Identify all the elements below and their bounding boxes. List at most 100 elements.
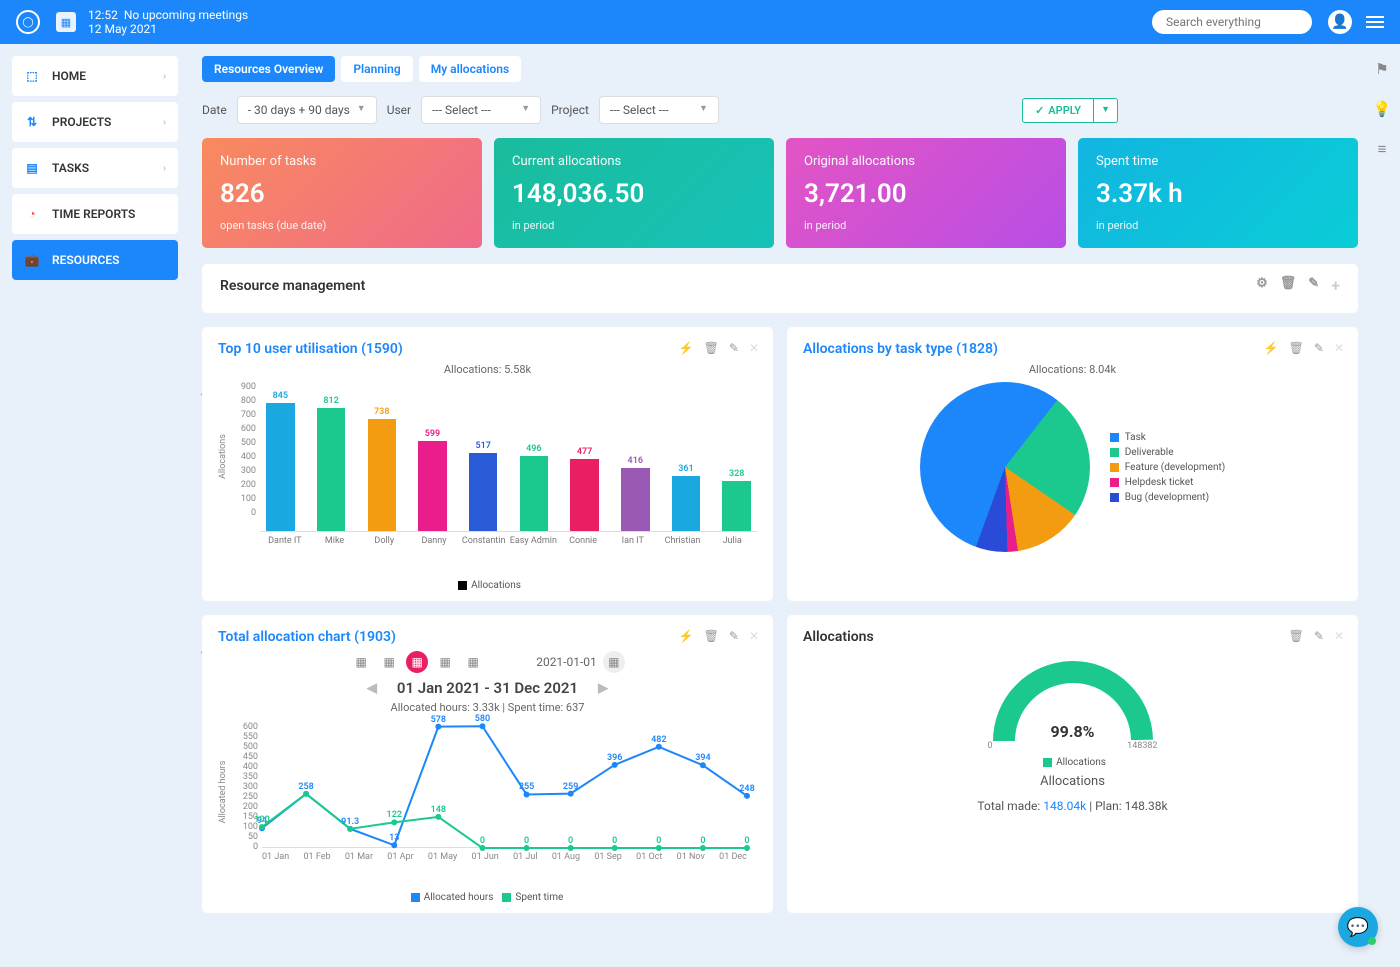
- close-icon[interactable]: ✕: [749, 629, 759, 643]
- user-filter-select[interactable]: --- Select ---▼: [421, 96, 541, 124]
- panel-title: Resource management: [220, 278, 365, 294]
- delete-icon[interactable]: 🗑: [1289, 629, 1304, 643]
- topbar: ◯ ▦ 12:52 No upcoming meetings 12 May 20…: [0, 0, 1400, 44]
- delete-icon[interactable]: 🗑: [1280, 276, 1297, 295]
- edit-icon[interactable]: ✎: [729, 341, 739, 355]
- tab-planning[interactable]: Planning: [341, 56, 412, 82]
- pie-chart-title: Allocations by task type (1828): [803, 341, 1342, 357]
- line-summary: Allocated hours: 3.33k | Spent time: 637: [218, 701, 757, 714]
- pie-legend: Task Deliverable Feature (development) Help…: [1110, 428, 1226, 507]
- project-filter-label: Project: [551, 103, 589, 117]
- kpi-row: Number of tasks826open tasks (due date)C…: [202, 138, 1358, 248]
- date-text: 12 May 2021: [88, 22, 248, 36]
- edit-icon[interactable]: ✎: [1314, 629, 1324, 643]
- add-icon[interactable]: +: [1331, 276, 1340, 295]
- date-value: 2021-01-01: [536, 655, 597, 669]
- pie-legend-item: Deliverable: [1110, 447, 1226, 458]
- date-filter-select[interactable]: - 30 days + 90 days▼: [237, 96, 377, 124]
- bars-area: 845812738599517496477416361328: [260, 382, 757, 532]
- project-filter-select[interactable]: --- Select ---▼: [599, 96, 719, 124]
- search-input[interactable]: [1152, 10, 1312, 34]
- bar-dante-it: 845: [260, 391, 301, 531]
- sidebar-item-time-reports[interactable]: ◔TIME REPORTS: [12, 194, 178, 234]
- date-filter-label: Date: [202, 103, 227, 117]
- apply-button[interactable]: ✓APPLY: [1022, 98, 1094, 123]
- close-icon[interactable]: ✕: [1334, 341, 1344, 355]
- delete-icon[interactable]: 🗑: [704, 629, 719, 643]
- bar-danny: 599: [412, 429, 453, 532]
- bolt-icon[interactable]: ⚡: [1264, 341, 1279, 355]
- bar-ian-it: 416: [615, 456, 656, 531]
- filters-row: Date - 30 days + 90 days▼ User --- Selec…: [202, 96, 1358, 124]
- date-zoom-2[interactable]: ▦: [378, 651, 400, 673]
- apply-dropdown[interactable]: ▼: [1094, 98, 1118, 123]
- next-range-icon[interactable]: ▶: [598, 681, 608, 696]
- edit-icon[interactable]: ✎: [729, 629, 739, 643]
- gauge-chart: 99.8%: [993, 661, 1153, 741]
- gauge-subtitle: Allocations: [1040, 774, 1105, 789]
- delete-icon[interactable]: 🗑: [1289, 341, 1304, 355]
- line-chart-card: Total allocation chart (1903) ⚡ 🗑 ✎ ✕ ▦ …: [202, 615, 773, 913]
- pie-legend-item: Task: [1110, 432, 1226, 443]
- edit-icon[interactable]: ✎: [1314, 341, 1324, 355]
- user-avatar[interactable]: 👤: [1328, 10, 1352, 34]
- sidebar-item-tasks[interactable]: ▤TASKS›: [12, 148, 178, 188]
- flag-icon[interactable]: ⚑: [1375, 60, 1388, 78]
- line-chart: Allocated hours 600550500450400350300250…: [218, 722, 757, 862]
- gauge-footer: Total made: 148.04k | Plan: 148.38k: [977, 799, 1167, 813]
- pie-legend-item: Bug (development): [1110, 492, 1226, 503]
- chevron-right-icon: ›: [163, 163, 166, 174]
- bar-mike: 812: [311, 396, 352, 531]
- content-area: Resources OverviewPlanning My allocations…: [186, 44, 1400, 967]
- edit-icon[interactable]: ✎: [1308, 276, 1319, 295]
- line-chart-title: Total allocation chart (1903): [218, 629, 757, 645]
- pie-legend-item: Helpdesk ticket: [1110, 477, 1226, 488]
- bar-easy-admin: 496: [514, 444, 555, 531]
- sidebar-item-resources[interactable]: 💼RESOURCES: [12, 240, 178, 280]
- right-rail: ⚑ 💡 ≡: [1364, 44, 1400, 158]
- bar-chart-subtitle: Allocations: 5.58k: [218, 363, 757, 376]
- date-zoom-1[interactable]: ▦: [350, 651, 372, 673]
- home-icon: ⬚: [24, 68, 40, 84]
- tabs: Resources OverviewPlanning My allocations: [202, 56, 1358, 82]
- projects-icon: ⇅: [24, 114, 40, 130]
- hamburger-menu-icon[interactable]: [1366, 13, 1384, 31]
- gear-icon[interactable]: ⚙: [1256, 276, 1268, 295]
- date-picker-icon[interactable]: ▦: [603, 651, 625, 673]
- chevron-right-icon: ›: [163, 117, 166, 128]
- date-zoom-4[interactable]: ▦: [434, 651, 456, 673]
- app-logo-icon[interactable]: ◯: [16, 10, 40, 34]
- resource-management-panel: Resource management ⚙ 🗑 ✎ +: [202, 264, 1358, 313]
- gauge-title: Allocations: [803, 629, 1342, 645]
- timer-icon: ◔: [24, 206, 40, 222]
- bar-julia: 328: [716, 469, 757, 531]
- briefcase-icon: 💼: [24, 252, 40, 268]
- line-legend: Allocated hours Spent time: [218, 892, 757, 903]
- gauge-card: Allocations 🗑 ✎ ✕ 99.8% 0148382 Allocati…: [787, 615, 1358, 913]
- chat-bubble-icon[interactable]: 💬: [1338, 907, 1378, 947]
- close-icon[interactable]: ✕: [749, 341, 759, 355]
- datetime-block: 12:52 No upcoming meetings 12 May 2021: [88, 8, 248, 37]
- sidebar-item-projects[interactable]: ⇅PROJECTS›: [12, 102, 178, 142]
- pie-chart: [920, 382, 1090, 552]
- bar-christian: 361: [666, 464, 707, 531]
- date-zoom-5[interactable]: ▦: [462, 651, 484, 673]
- close-icon[interactable]: ✕: [1334, 629, 1344, 643]
- pie-chart-subtitle: Allocations: 8.04k: [803, 363, 1342, 376]
- delete-icon[interactable]: 🗑: [704, 341, 719, 355]
- tab-resources-overview[interactable]: Resources Overview: [202, 56, 335, 82]
- pie-legend-item: Feature (development): [1110, 462, 1226, 473]
- calendar-icon[interactable]: ▦: [56, 12, 76, 32]
- bar-dolly: 738: [361, 407, 402, 531]
- sliders-icon[interactable]: ≡: [1378, 140, 1387, 158]
- tab-my-allocations[interactable]: My allocations: [419, 56, 521, 82]
- kpi-card: Number of tasks826open tasks (due date): [202, 138, 482, 248]
- gauge-percent: 99.8%: [993, 722, 1153, 741]
- bolt-icon[interactable]: ⚡: [679, 629, 694, 643]
- prev-range-icon[interactable]: ◀: [367, 681, 377, 696]
- sidebar-item-home[interactable]: ⬚HOME›: [12, 56, 178, 96]
- bolt-icon[interactable]: ⚡: [679, 341, 694, 355]
- date-zoom-active[interactable]: ▦: [406, 651, 428, 673]
- time-text: 12:52: [88, 8, 118, 22]
- lightbulb-icon[interactable]: 💡: [1373, 100, 1392, 118]
